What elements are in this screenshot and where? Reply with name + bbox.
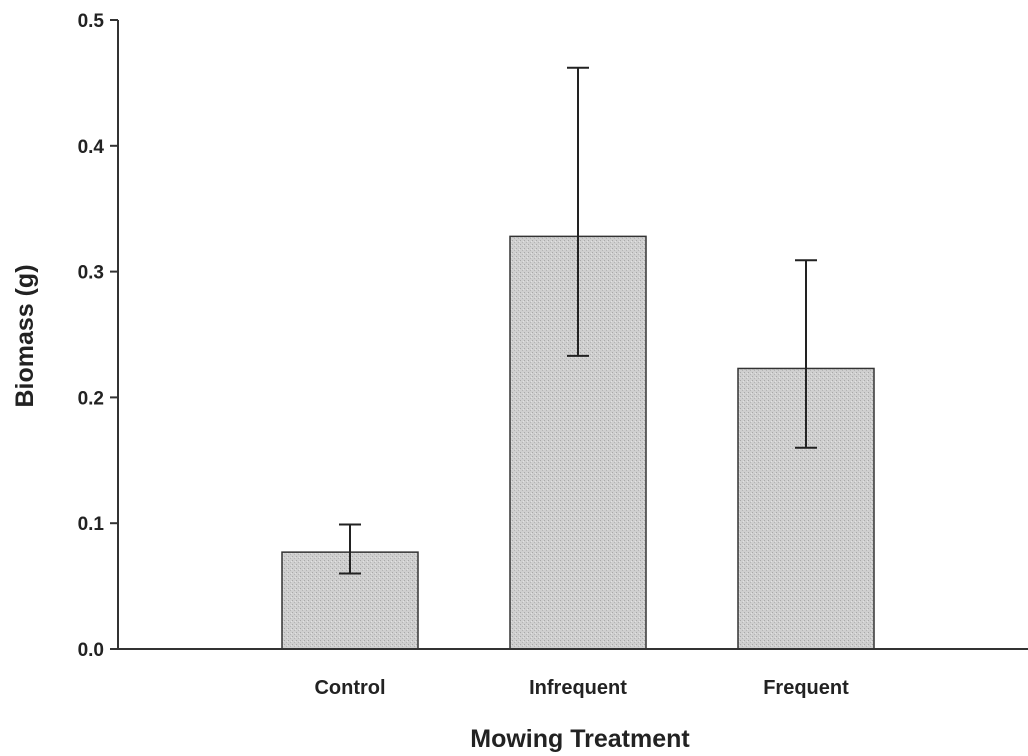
y-tick-label: 0.3 [78, 263, 104, 284]
y-tick-label: 0.1 [78, 514, 105, 535]
y-ticks: 0.0 0.1 0.2 0.3 0.4 0.5 [78, 11, 118, 661]
y-tick-label: 0.5 [78, 11, 105, 32]
x-category-label: Frequent [763, 677, 849, 699]
x-category-label: Infrequent [529, 677, 627, 699]
y-axis-title: Biomass (g) [11, 264, 39, 407]
y-tick-label: 0.4 [78, 137, 105, 158]
x-category-label: Control [314, 677, 385, 699]
x-category-labels: Control Infrequent Frequent [314, 677, 849, 699]
x-axis-title: Mowing Treatment [470, 725, 690, 753]
y-tick-label: 0.0 [78, 640, 104, 661]
y-tick-label: 0.2 [78, 388, 104, 409]
error-bars-layer [339, 66, 817, 575]
